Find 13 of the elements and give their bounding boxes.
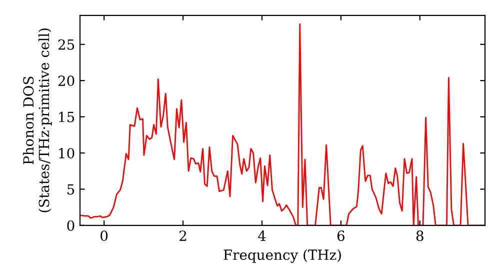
x-tick-label: 4 — [258, 230, 266, 241]
x-axis-title: Frequency (THz) — [224, 249, 341, 263]
x-tick-label: 2 — [180, 230, 186, 241]
y-tick-label: 15 — [59, 112, 74, 122]
x-tick-label: 6 — [337, 230, 344, 242]
y-tick-label: 25 — [58, 39, 74, 50]
y-tick-label: 5 — [67, 184, 74, 195]
y-axis-title: Phonon DOS (States/THz·primitive cell) — [22, 28, 52, 212]
y-tick-label: 20 — [58, 76, 74, 86]
y-tick-label: 10 — [59, 148, 74, 158]
x-tick-label: 8 — [416, 230, 424, 242]
x-tick-label: 0 — [100, 230, 108, 242]
y-tick-label: 0 — [67, 220, 74, 231]
